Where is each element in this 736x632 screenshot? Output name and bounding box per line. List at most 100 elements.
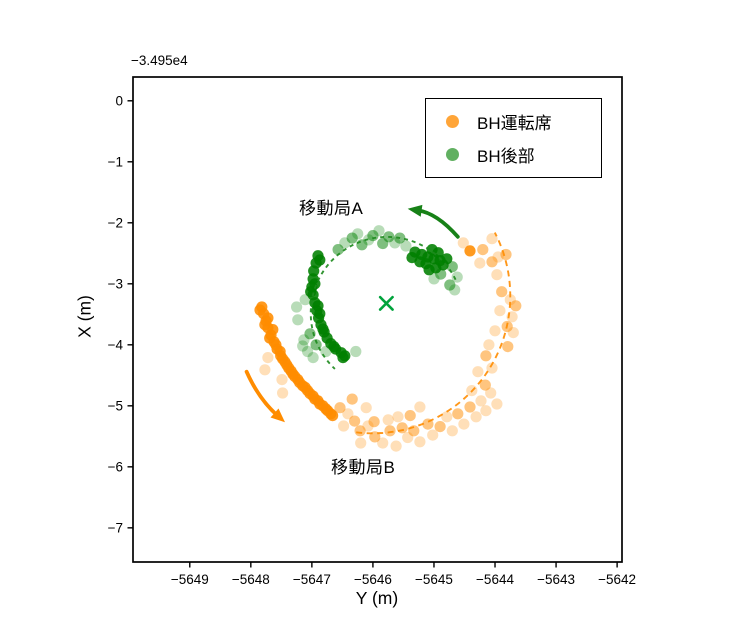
- scatter-point: [491, 398, 503, 410]
- scatter-point: [307, 352, 319, 364]
- scatter-point: [277, 387, 289, 399]
- scatter-point: [384, 425, 396, 437]
- trajectory-dashed-arc: [309, 235, 457, 370]
- y-tick-label: −2: [108, 216, 123, 231]
- scatter-point: [291, 301, 303, 313]
- scatter-point: [259, 364, 271, 376]
- scatter-point: [486, 256, 498, 268]
- scatter-point: [314, 398, 326, 410]
- y-axis-ticks: 0 −1 −2 −3 −4 −5 −6 −7: [108, 94, 133, 536]
- scatter-point: [302, 345, 314, 358]
- scatter-point: [414, 401, 426, 413]
- scatter-point: [277, 353, 289, 365]
- scatter-point: [262, 352, 274, 364]
- scatter-point: [320, 345, 332, 358]
- scatter-point: [317, 323, 329, 335]
- scatter-point: [368, 416, 380, 428]
- scatter-point: [474, 257, 486, 269]
- direction-arrow-orange-shaft: [244, 369, 280, 418]
- x-axis-label: Y (m): [355, 588, 399, 608]
- scatter-point: [507, 327, 519, 339]
- scatter-point: [377, 437, 389, 449]
- x-axis-ticks: −5649 −5648 −5647 −5646 −5645 −5644 −5643 −5642: [171, 562, 636, 587]
- scatter-point: [441, 253, 453, 265]
- trajectory-dashed-arc: [356, 232, 512, 435]
- scatter-point: [485, 387, 497, 399]
- scatter-point: [427, 429, 439, 441]
- x-tick-label: −5648: [232, 572, 270, 587]
- scatter-point: [292, 314, 304, 326]
- scatter-point: [338, 420, 350, 432]
- scatter-series-0: [254, 233, 522, 452]
- scatter-point: [262, 312, 274, 324]
- scatter-point: [434, 421, 446, 433]
- scatter-point: [354, 425, 366, 437]
- scatter-point: [390, 440, 402, 452]
- scatter-point: [406, 252, 418, 264]
- legend-label-bh-driver: BH運転席: [477, 114, 552, 133]
- legend-label-bh-rear: BH後部: [477, 147, 535, 166]
- scatter-point: [404, 410, 416, 422]
- scatter-point: [457, 237, 469, 249]
- annotation-mobile-station-a: 移動局A: [299, 199, 364, 218]
- scatter-point: [494, 305, 506, 317]
- scatter-point: [496, 286, 508, 298]
- scatter-point: [483, 339, 495, 351]
- scatter-point: [502, 341, 514, 353]
- direction-arrow-green-shaft: [415, 208, 460, 239]
- scatter-point: [435, 268, 447, 280]
- scatter-series-1: [291, 225, 463, 364]
- scatter-point: [486, 233, 498, 245]
- scatter-point: [491, 269, 503, 281]
- legend-item-bh-driver: BH運転席: [446, 109, 601, 134]
- legend: BH運転席 BH後部: [425, 98, 602, 178]
- x-tick-label: −5649: [171, 572, 209, 587]
- legend-item-bh-rear: BH後部: [446, 142, 601, 167]
- scatter-point: [458, 418, 470, 430]
- scatter-point: [314, 254, 326, 266]
- scatter-point: [349, 415, 361, 427]
- scatter-point: [414, 436, 426, 448]
- x-tick-label: −5644: [476, 572, 514, 587]
- scatter-point: [350, 345, 362, 358]
- scatter-point: [297, 340, 309, 352]
- scatter-point: [346, 393, 358, 405]
- scatter-point: [304, 328, 316, 340]
- scatter-point: [360, 402, 372, 414]
- scatter-point: [400, 240, 412, 252]
- scatter-point: [446, 425, 458, 437]
- scatter-point: [382, 414, 394, 426]
- x-tick-label: −5647: [293, 572, 331, 587]
- scatter-point: [355, 437, 367, 449]
- x-tick-label: −5642: [598, 572, 636, 587]
- scatter-point: [477, 244, 489, 256]
- scatter-point: [479, 379, 491, 391]
- scatter-point: [328, 341, 340, 353]
- scatter-point: [510, 300, 522, 312]
- scatter-point: [486, 362, 498, 374]
- y-tick-label: 0: [115, 94, 123, 109]
- direction-arrow-orange-head-icon: [270, 408, 285, 423]
- scatter-point: [480, 350, 492, 362]
- scatter-point: [314, 308, 326, 320]
- scatter-point: [267, 324, 279, 336]
- scatter-point: [285, 365, 297, 377]
- scatter-point: [294, 377, 306, 389]
- scatter-point: [432, 247, 444, 259]
- annotation-mobile-station-b: 移動局B: [331, 458, 396, 477]
- scatter-point: [489, 325, 501, 337]
- scatter-point: [470, 411, 482, 423]
- scatter-point: [352, 228, 364, 240]
- y-tick-label: −5: [108, 399, 123, 414]
- y-tick-label: −3: [108, 277, 123, 292]
- scatter-point: [342, 408, 354, 420]
- scatter-point: [276, 374, 288, 386]
- y-tick-label: −1: [108, 155, 123, 170]
- green-dot-icon: [446, 148, 459, 161]
- x-tick-label: −5646: [354, 572, 392, 587]
- scatter-point: [254, 304, 266, 316]
- scatter-point: [480, 405, 492, 417]
- scatter-point: [464, 245, 476, 257]
